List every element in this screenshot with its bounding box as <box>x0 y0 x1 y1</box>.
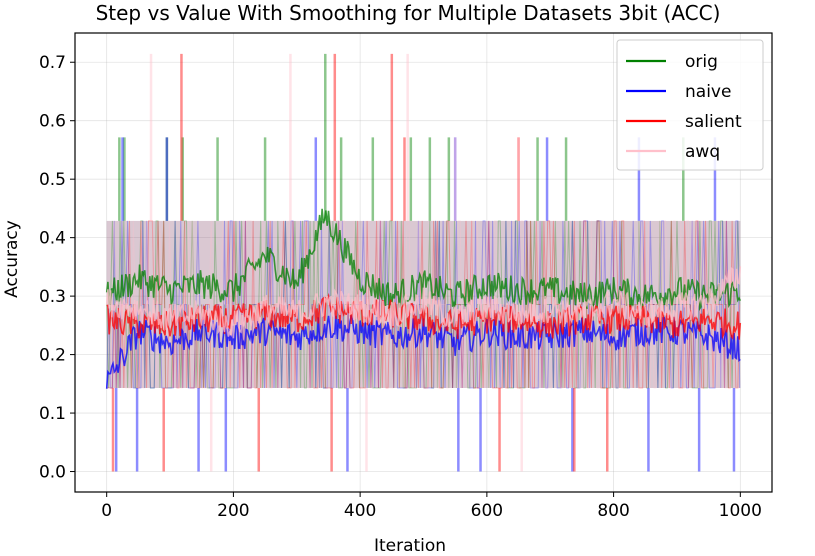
legend-label-naive: naive <box>685 82 731 102</box>
plot-area <box>105 53 742 472</box>
x-tick-label: 200 <box>217 501 249 521</box>
raw-line-orig <box>106 220 741 389</box>
x-tick-label: 800 <box>597 501 629 521</box>
y-tick-label: 0.3 <box>39 287 66 307</box>
chart-title: Step vs Value With Smoothing for Multipl… <box>96 1 721 25</box>
raw-line-awq <box>106 220 740 389</box>
axes-frame <box>74 32 773 493</box>
y-tick-label: 0.4 <box>39 229 66 249</box>
legend-label-salient: salient <box>685 112 742 132</box>
y-tick-label: 0.0 <box>39 463 66 483</box>
series-line-awq <box>105 266 742 339</box>
y-tick-label: 0.6 <box>39 112 66 132</box>
x-tick-label: 600 <box>471 501 503 521</box>
legend-label-orig: orig <box>685 52 718 72</box>
series-line-orig <box>105 208 742 312</box>
x-tick-label: 1000 <box>719 501 762 521</box>
raw-band-naive <box>106 220 741 388</box>
y-tick-label: 0.2 <box>39 346 66 366</box>
y-tick-label: 0.7 <box>39 53 66 73</box>
raw-band-awq <box>106 220 741 388</box>
legend: orig naive salient awq <box>616 39 764 171</box>
legend-label-awq: awq <box>685 142 720 162</box>
raw-band-orig <box>106 220 741 388</box>
legend-box <box>616 39 764 171</box>
x-axis-label: Iteration <box>374 536 446 556</box>
ticks: 0 200 400 600 800 1000 0.0 0.1 0.2 0.3 0.4 0.5 0.6 0.… <box>39 53 762 521</box>
x-tick-label: 0 <box>101 501 112 521</box>
y-axis-label: Accuracy <box>2 220 22 298</box>
y-tick-label: 0.1 <box>39 404 66 424</box>
raw-band-salient <box>106 220 741 388</box>
raw-line-naive <box>106 220 741 389</box>
x-tick-label: 400 <box>344 501 376 521</box>
y-tick-label: 0.5 <box>39 170 66 190</box>
